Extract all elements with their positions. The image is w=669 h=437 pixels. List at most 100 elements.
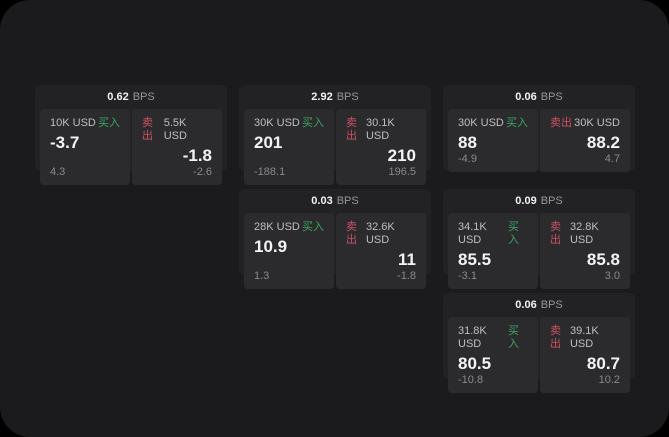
- buy-price: -3.7: [50, 133, 80, 152]
- spread-value: 0.09: [515, 195, 537, 207]
- buy-side-label: 买入: [508, 325, 520, 350]
- sell-side-label: 卖出: [142, 117, 153, 142]
- spread-unit: BPS: [336, 195, 359, 207]
- buy-price: 80.5: [458, 354, 492, 373]
- spread-header: 0.09 BPS: [443, 189, 635, 213]
- sell-tile-header: 卖出 30.1K USD: [346, 117, 416, 143]
- buy-price: 85.5: [458, 250, 492, 269]
- sell-amount: 30.1K USD: [365, 117, 395, 142]
- buy-tile-header: 30K USD 买入: [254, 117, 324, 130]
- buy-change: -10.8: [458, 374, 484, 386]
- buy-amount: 10K USD: [50, 117, 96, 129]
- spread-unit: BPS: [540, 195, 563, 207]
- buy-change: 4.3: [50, 166, 66, 178]
- buy-change: -188.1: [254, 166, 286, 178]
- sell-tile-header: 卖出 39.1K USD: [550, 325, 620, 351]
- buy-price: 201: [254, 133, 283, 152]
- sell-price: 80.7: [586, 354, 620, 373]
- sell-price: -1.8: [182, 146, 212, 165]
- spread-header: 2.92 BPS: [239, 85, 431, 109]
- sell-quote-tile[interactable]: 卖出 32.8K USD 85.8 3.0: [540, 213, 630, 289]
- quote-body: 34.1K USD 买入 85.5 -3.1 卖出 32.8K USD 85.8…: [443, 213, 635, 294]
- buy-quote-tile[interactable]: 31.8K USD 买入 80.5 -10.8: [448, 317, 538, 393]
- sell-price: 85.8: [586, 250, 620, 269]
- quote-card: 0.62 BPS 10K USD 买入 -3.7 4.3 卖出 5.5K USD: [35, 85, 227, 185]
- buy-amount: 30K USD: [458, 117, 504, 129]
- quote-body: 30K USD 买入 201 -188.1 卖出 30.1K USD 210 1…: [239, 109, 431, 190]
- buy-tile-header: 10K USD 买入: [50, 117, 120, 130]
- buy-tile-header: 34.1K USD 买入: [458, 221, 528, 247]
- quote-card: 0.06 BPS 31.8K USD 买入 80.5 -10.8 卖出 39.1…: [443, 293, 635, 393]
- sell-amount: 32.6K USD: [365, 221, 395, 246]
- sell-amount: 30K USD: [574, 117, 620, 129]
- sell-price: 11: [398, 250, 416, 269]
- sell-quote-tile[interactable]: 卖出 39.1K USD 80.7 10.2: [540, 317, 630, 393]
- quote-card: 0.06 BPS 30K USD 买入 88 -4.9 卖出 30K USD: [443, 85, 635, 172]
- sell-quote-tile[interactable]: 卖出 5.5K USD -1.8 -2.6: [132, 109, 222, 185]
- buy-tile-header: 30K USD 买入: [458, 117, 528, 130]
- sell-amount: 32.8K USD: [569, 221, 599, 246]
- quote-body: 31.8K USD 买入 80.5 -10.8 卖出 39.1K USD 80.…: [443, 317, 635, 398]
- quote-card: 0.09 BPS 34.1K USD 买入 85.5 -3.1 卖出 32.8K…: [443, 189, 635, 289]
- buy-amount: 31.8K USD: [458, 325, 487, 350]
- sell-change: -1.8: [397, 270, 416, 282]
- quote-card: 0.03 BPS 28K USD 买入 10.9 1.3 卖出 32.6K US…: [239, 189, 431, 289]
- sell-tile-header: 卖出 5.5K USD: [142, 117, 212, 143]
- sell-quote-tile[interactable]: 卖出 32.6K USD 11 -1.8: [336, 213, 426, 289]
- sell-price: 88.2: [586, 133, 620, 152]
- spread-unit: BPS: [132, 91, 155, 103]
- sell-side-label: 卖出: [550, 221, 561, 246]
- buy-quote-tile[interactable]: 30K USD 买入 88 -4.9: [448, 109, 538, 172]
- buy-amount: 34.1K USD: [458, 221, 487, 246]
- buy-side-label: 买入: [302, 117, 324, 129]
- sell-tile-header: 卖出 30K USD: [550, 117, 620, 130]
- sell-quote-tile[interactable]: 卖出 30K USD 88.2 4.7: [540, 109, 630, 172]
- buy-change: -3.1: [458, 270, 477, 282]
- sell-side-label: 卖出: [346, 221, 357, 246]
- sell-side-label: 卖出: [550, 325, 561, 350]
- spread-unit: BPS: [336, 91, 359, 103]
- spread-header: 0.06 BPS: [443, 293, 635, 317]
- sell-side-label: 卖出: [550, 117, 572, 129]
- spread-value: 0.06: [515, 299, 537, 311]
- spread-header: 0.62 BPS: [35, 85, 227, 109]
- buy-change: -4.9: [458, 153, 477, 165]
- buy-side-label: 买入: [98, 117, 120, 129]
- sell-amount: 39.1K USD: [569, 325, 599, 350]
- sell-tile-header: 卖出 32.6K USD: [346, 221, 416, 247]
- spread-header: 0.06 BPS: [443, 85, 635, 109]
- buy-amount: 30K USD: [254, 117, 300, 129]
- buy-quote-tile[interactable]: 10K USD 买入 -3.7 4.3: [40, 109, 130, 185]
- spread-value: 2.92: [311, 91, 333, 103]
- buy-side-label: 买入: [506, 117, 528, 129]
- sell-change: 196.5: [388, 166, 416, 178]
- sell-change: -2.6: [193, 166, 212, 178]
- sell-price: 210: [387, 146, 416, 165]
- buy-amount: 28K USD: [254, 221, 300, 233]
- sell-tile-header: 卖出 32.8K USD: [550, 221, 620, 247]
- quote-grid: 0.62 BPS 10K USD 买入 -3.7 4.3 卖出 5.5K USD: [35, 85, 635, 393]
- quote-card: 2.92 BPS 30K USD 买入 201 -188.1 卖出 30.1K …: [239, 85, 431, 185]
- spread-unit: BPS: [540, 299, 563, 311]
- sell-quote-tile[interactable]: 卖出 30.1K USD 210 196.5: [336, 109, 426, 185]
- sell-amount: 5.5K USD: [163, 117, 187, 142]
- quote-body: 10K USD 买入 -3.7 4.3 卖出 5.5K USD -1.8 -2.…: [35, 109, 227, 190]
- spread-value: 0.06: [515, 91, 537, 103]
- spread-value: 0.03: [311, 195, 333, 207]
- quote-body: 28K USD 买入 10.9 1.3 卖出 32.6K USD 11 -1.8: [239, 213, 431, 294]
- buy-quote-tile[interactable]: 28K USD 买入 10.9 1.3: [244, 213, 334, 289]
- sell-change: 10.2: [598, 374, 620, 386]
- buy-tile-header: 31.8K USD 买入: [458, 325, 528, 351]
- buy-change: 1.3: [254, 270, 270, 282]
- spread-header: 0.03 BPS: [239, 189, 431, 213]
- buy-price: 88: [458, 133, 477, 152]
- buy-quote-tile[interactable]: 30K USD 买入 201 -188.1: [244, 109, 334, 185]
- buy-quote-tile[interactable]: 34.1K USD 买入 85.5 -3.1: [448, 213, 538, 289]
- buy-tile-header: 28K USD 买入: [254, 221, 324, 234]
- sell-change: 3.0: [604, 270, 620, 282]
- spread-unit: BPS: [540, 91, 563, 103]
- buy-price: 10.9: [254, 237, 288, 256]
- buy-side-label: 买入: [302, 221, 324, 233]
- spread-value: 0.62: [107, 91, 129, 103]
- sell-change: 4.7: [604, 153, 620, 165]
